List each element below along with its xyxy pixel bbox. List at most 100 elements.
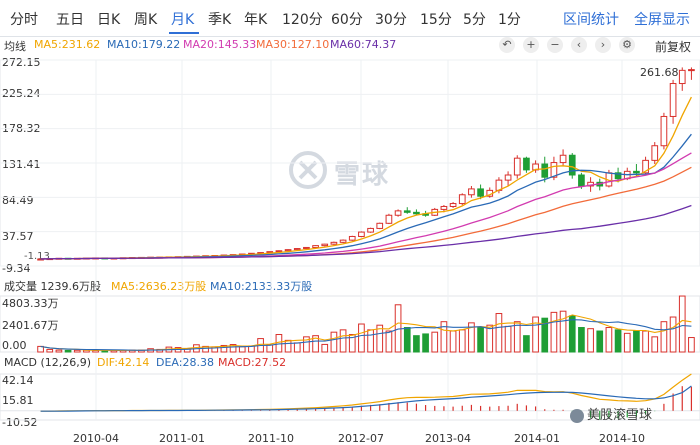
volume-bar xyxy=(633,330,640,353)
price-tick: 272.15 xyxy=(2,56,41,69)
volume-bar xyxy=(303,336,310,353)
volume-bar xyxy=(238,346,246,353)
tab-3[interactable]: 周K xyxy=(134,12,158,28)
candle-body xyxy=(321,243,329,247)
time-tick: 2013-04 xyxy=(425,432,471,445)
volume-bar xyxy=(73,349,81,353)
candle-body xyxy=(330,241,338,245)
candle-body xyxy=(385,214,393,224)
candle-body xyxy=(550,162,558,178)
period-tab-bar: 分时 五日 日K 周K 月K 季K 年K 120分 60分 30分 15分 5分 1分 区间统计 全屏显… xyxy=(0,0,700,37)
volume-ma10-line xyxy=(40,319,692,351)
volume-bar xyxy=(486,324,494,353)
tab-2[interactable]: 日K xyxy=(97,12,121,28)
range-stats-button[interactable]: 区间统计 xyxy=(563,12,619,28)
volume-bar xyxy=(46,348,54,353)
macd-tick: 15.81 xyxy=(2,394,34,407)
volume-bar xyxy=(358,323,365,353)
volume-bar xyxy=(541,317,549,353)
macd-tick: 42.14 xyxy=(2,374,34,387)
tab-9[interactable]: 30分 xyxy=(375,12,407,28)
macd-tick: -10.52 xyxy=(2,416,38,429)
time-tick: 2012-07 xyxy=(338,432,384,445)
volume-bar xyxy=(403,327,411,353)
ma20-readout: MA20:145.33 xyxy=(183,38,257,51)
tab-0[interactable]: 分时 xyxy=(10,12,38,28)
volume-bar xyxy=(468,322,475,353)
candle-body xyxy=(688,69,695,72)
zoom-in-icon[interactable]: + xyxy=(523,37,539,53)
candle-body xyxy=(348,235,356,241)
macd-readout: MACD:27.52 xyxy=(218,356,287,369)
volume-bar xyxy=(504,325,512,353)
candle-body xyxy=(367,227,374,233)
volume-bar xyxy=(64,349,72,353)
volume-label: 成交量 1239.6万股 xyxy=(4,280,101,293)
candle-body xyxy=(642,159,649,174)
ma30-readout: MA30:127.10 xyxy=(256,38,330,51)
pan-left-icon[interactable]: ‹ xyxy=(571,37,587,53)
ma10-readout: MA10:179.22 xyxy=(107,38,181,51)
volume-ma10-readout: MA10:2133.33万股 xyxy=(210,280,313,293)
candle-body xyxy=(660,115,668,147)
zoom-out-icon[interactable]: − xyxy=(547,37,563,53)
volume-bar xyxy=(587,328,594,353)
tab-5[interactable]: 季K xyxy=(208,12,232,28)
volume-bar xyxy=(55,349,63,353)
price-max-marker: 261.68 xyxy=(640,66,679,79)
candle-body xyxy=(413,211,420,215)
tab-4[interactable]: 月K xyxy=(171,12,195,28)
candle-body xyxy=(651,145,659,161)
volume-bar xyxy=(688,337,695,353)
pan-right-icon[interactable]: › xyxy=(595,37,611,53)
candle-body xyxy=(403,210,411,213)
time-tick: 2010-04 xyxy=(73,432,119,445)
candle-body xyxy=(523,157,530,171)
tab-8[interactable]: 60分 xyxy=(331,12,363,28)
candle-body xyxy=(303,246,310,250)
time-tick: 2011-01 xyxy=(159,432,205,445)
ma60-line xyxy=(40,204,692,260)
tab-10[interactable]: 15分 xyxy=(420,12,452,28)
tab-7[interactable]: 120分 xyxy=(282,12,323,28)
candle-body xyxy=(284,249,292,252)
volume-bar xyxy=(431,331,439,353)
time-tick: 2011-10 xyxy=(248,432,294,445)
tab-12[interactable]: 1分 xyxy=(498,12,521,28)
candle-body xyxy=(468,188,475,196)
tab-11[interactable]: 5分 xyxy=(463,12,486,28)
volume-bar xyxy=(449,330,457,353)
volume-bar xyxy=(367,329,374,353)
dif-readout: DIF:42.14 xyxy=(97,356,150,369)
candle-body xyxy=(541,163,549,178)
price-min-marker: -1.13 xyxy=(24,251,50,262)
rewind-icon[interactable]: ↶ xyxy=(499,37,515,53)
volume-bar xyxy=(578,327,585,353)
volume-bar xyxy=(385,330,393,353)
wechat-icon xyxy=(570,408,584,423)
wechat-badge: 美股滚雪球 xyxy=(570,404,652,423)
volume-tick: 2401.67万 xyxy=(2,319,59,332)
tab-1[interactable]: 五日 xyxy=(56,12,84,28)
volume-bar xyxy=(440,321,448,353)
volume-bar xyxy=(550,311,558,353)
panel-frame xyxy=(0,373,700,421)
volume-bar xyxy=(284,339,292,353)
ma5-line xyxy=(40,96,692,260)
fullscreen-button[interactable]: 全屏显示 xyxy=(634,12,690,28)
candle-body xyxy=(568,154,576,176)
volume-bar xyxy=(458,329,466,353)
candle-body xyxy=(440,205,448,210)
candle-body xyxy=(458,194,466,205)
volume-bar xyxy=(422,333,429,353)
volume-bar xyxy=(596,330,604,353)
volume-bar xyxy=(266,344,274,353)
settings-icon[interactable]: ⚙ xyxy=(619,37,635,53)
candle-body xyxy=(669,83,677,117)
candle-body xyxy=(376,222,384,229)
volume-bar xyxy=(660,321,668,353)
price-adjust-toggle[interactable]: 前复权 xyxy=(655,40,692,54)
time-tick: 2014-10 xyxy=(599,432,645,445)
tab-6[interactable]: 年K xyxy=(244,12,268,28)
